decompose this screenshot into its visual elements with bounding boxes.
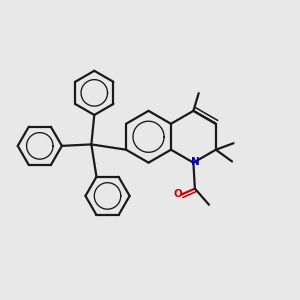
- Text: N: N: [190, 158, 199, 167]
- Text: O: O: [173, 189, 182, 199]
